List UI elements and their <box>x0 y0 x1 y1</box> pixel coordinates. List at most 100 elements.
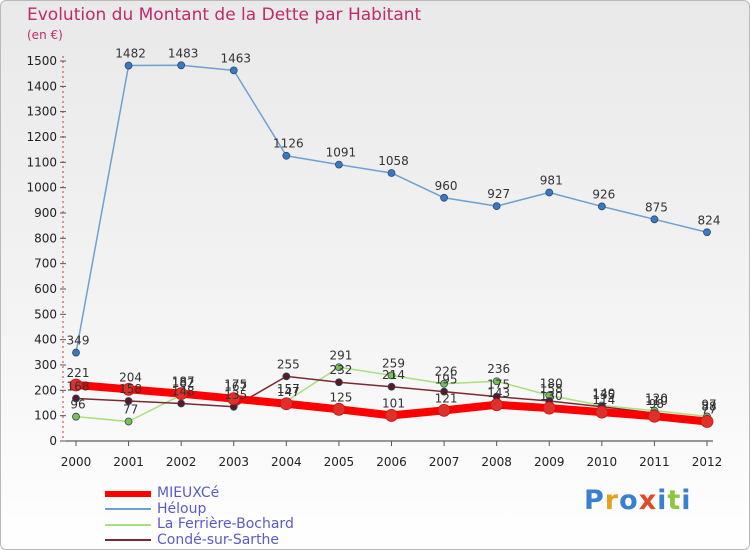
legend-item-conde-sur-sarthe: Condé-sur-Sarthe <box>105 532 294 549</box>
y-tick-label: 300 <box>34 358 57 372</box>
data-label-heloup: 1463 <box>220 51 251 65</box>
data-point-mieuxce <box>385 409 398 422</box>
data-point-la-ferriere-bochard <box>72 412 80 421</box>
data-point-mieuxce <box>227 392 241 406</box>
y-tick-label: 100 <box>34 409 57 423</box>
data-point-heloup <box>545 188 554 197</box>
data-label-mieuxce: 77 <box>701 402 716 416</box>
legend-item-mieuxce: MIEUXCé <box>105 486 294 502</box>
data-label-la-ferriere-bochard: 97 <box>701 397 716 411</box>
data-point-heloup <box>440 193 448 202</box>
logo-letter: x <box>638 485 658 516</box>
legend-swatch-conde-sur-sarthe <box>105 539 151 542</box>
legend-swatch-heloup <box>105 508 151 511</box>
data-label-heloup: 1483 <box>168 46 199 60</box>
data-point-heloup <box>703 228 711 237</box>
y-tick-label: 700 <box>34 257 57 271</box>
data-point-heloup <box>282 151 291 160</box>
data-label-mieuxce: 114 <box>592 393 615 407</box>
data-label-la-ferriere-bochard: 226 <box>435 365 458 379</box>
data-label-conde-sur-sarthe: 175 <box>487 378 510 392</box>
data-label-mieuxce: 221 <box>67 366 90 380</box>
y-tick-label: 400 <box>34 333 57 347</box>
data-label-heloup: 349 <box>67 334 90 348</box>
legend-item-la-ferriere-bochard: La Ferrière-Bochard <box>105 517 294 533</box>
series-line-heloup <box>75 64 708 354</box>
data-point-la-ferriere-bochard <box>492 377 501 386</box>
x-tick-label: 2005 <box>324 455 355 469</box>
data-label-la-ferriere-bochard: 291 <box>329 348 352 362</box>
x-tick-label: 2007 <box>429 455 460 469</box>
x-tick-label: 2008 <box>481 455 512 469</box>
data-label-mieuxce: 125 <box>329 390 352 404</box>
data-point-heloup <box>177 61 186 70</box>
x-tick-label: 2001 <box>113 455 144 469</box>
x-tick-label: 2004 <box>271 455 302 469</box>
data-point-heloup <box>124 61 133 70</box>
y-tick-label: 1400 <box>26 79 57 93</box>
y-tick-label: 1300 <box>26 105 57 119</box>
data-label-mieuxce: 143 <box>487 386 510 400</box>
data-label-mieuxce: 187 <box>172 375 195 389</box>
y-tick-label: 1000 <box>26 181 57 195</box>
data-label-conde-sur-sarthe: 110 <box>645 394 668 408</box>
data-label-conde-sur-sarthe: 135 <box>592 388 615 402</box>
data-label-conde-sur-sarthe: 195 <box>435 373 458 387</box>
data-point-conde-sur-sarthe <box>72 394 80 403</box>
data-point-mieuxce <box>332 402 346 416</box>
data-label-mieuxce: 130 <box>540 389 563 403</box>
data-label-conde-sur-sarthe: 148 <box>172 385 195 399</box>
data-label-heloup: 1091 <box>326 146 357 160</box>
data-point-conde-sur-sarthe <box>440 387 448 396</box>
y-tick-label: 0 <box>49 434 57 448</box>
data-label-mieuxce: 98 <box>649 397 664 411</box>
data-point-heloup <box>597 202 606 211</box>
data-label-heloup: 1058 <box>378 154 409 168</box>
proxiti-logo: Proxiti <box>584 485 692 516</box>
x-tick-label: 2009 <box>534 455 565 469</box>
data-point-heloup <box>229 66 238 75</box>
data-label-heloup: 981 <box>540 173 563 187</box>
x-tick-label: 2000 <box>61 455 92 469</box>
data-label-heloup: 824 <box>698 213 721 227</box>
legend-label-mieuxce: MIEUXCé <box>157 485 220 502</box>
legend-swatch-la-ferriere-bochard <box>105 523 151 526</box>
data-label-la-ferriere-bochard: 182 <box>172 376 195 390</box>
logo-letter: P <box>584 485 605 516</box>
data-label-mieuxce: 121 <box>435 391 458 405</box>
data-label-mieuxce: 204 <box>119 370 142 384</box>
logo-letter: i <box>681 485 692 516</box>
logo-letter: o <box>619 485 639 516</box>
data-label-conde-sur-sarthe: 214 <box>382 368 405 382</box>
axes: 0 100 200 300 400 500 600 700 800 900 1000 1100 1200… <box>26 54 722 469</box>
data-label-heloup: 960 <box>435 179 458 193</box>
legend-label-la-ferriere-bochard: La Ferrière-Bochard <box>157 516 294 533</box>
data-point-mieuxce <box>69 378 83 392</box>
data-point-heloup <box>492 202 501 211</box>
y-tick-label: 1200 <box>26 130 57 144</box>
legend-swatch-mieuxce <box>105 490 151 497</box>
data-point-conde-sur-sarthe <box>282 372 291 381</box>
data-label-mieuxce: 167 <box>224 380 247 394</box>
data-label-heloup: 1126 <box>273 137 304 151</box>
data-point-mieuxce <box>174 387 188 401</box>
data-point-la-ferriere-bochard <box>335 363 343 372</box>
data-labels: 221 204 187 167 147 125 101 121 143 130 114 98 77 349… <box>67 46 721 416</box>
data-point-heloup <box>387 169 396 177</box>
y-tick-label: 900 <box>34 206 57 220</box>
legend-item-heloup: Héloup <box>105 500 294 518</box>
data-label-la-ferriere-bochard: 96 <box>70 398 85 412</box>
data-point-mieuxce <box>122 382 135 396</box>
data-label-conde-sur-sarthe: 158 <box>119 382 142 396</box>
y-tick-label: 500 <box>34 307 57 321</box>
data-point-heloup <box>72 348 80 357</box>
x-tick-label: 2003 <box>218 455 249 469</box>
data-point-conde-sur-sarthe <box>335 378 343 387</box>
y-tick-label: 200 <box>34 383 57 397</box>
legend-label-heloup: Héloup <box>157 500 207 517</box>
logo-letter: t <box>667 485 682 516</box>
data-label-heloup: 926 <box>592 187 615 201</box>
data-point-conde-sur-sarthe <box>124 397 133 405</box>
